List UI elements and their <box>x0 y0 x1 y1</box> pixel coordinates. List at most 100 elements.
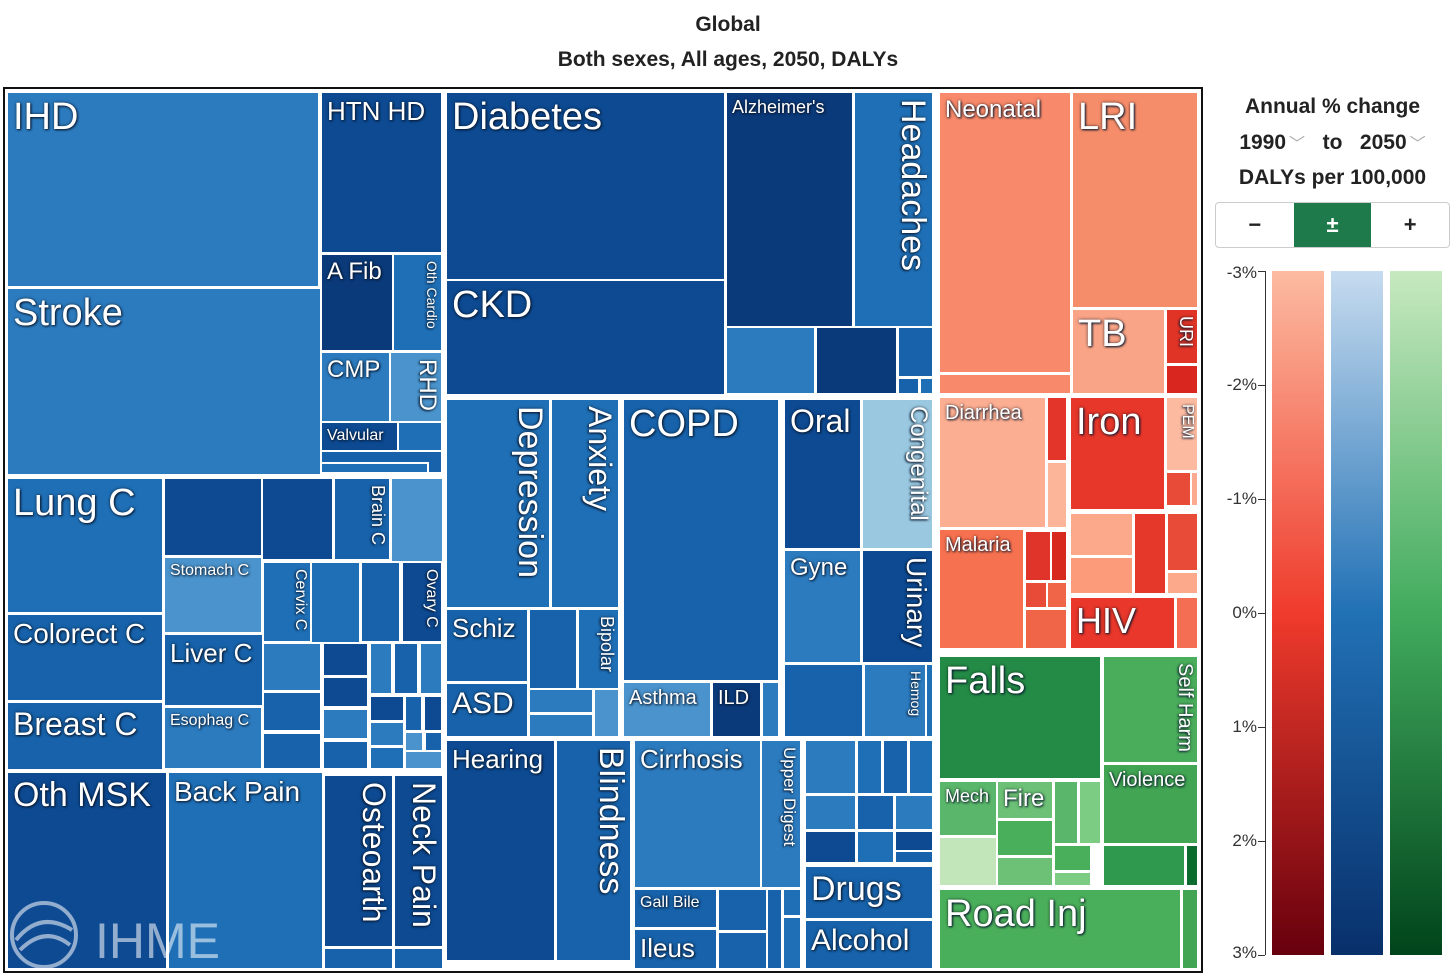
treemap-cell[interactable] <box>371 748 403 768</box>
treemap-cell[interactable] <box>858 741 881 793</box>
treemap-cell[interactable] <box>429 452 441 472</box>
treemap-cell[interactable] <box>899 328 932 376</box>
treemap-cell[interactable] <box>940 838 996 885</box>
treemap-cell[interactable] <box>896 832 932 850</box>
treemap-cell[interactable] <box>1187 846 1197 885</box>
treemap-cell[interactable] <box>858 832 893 862</box>
treemap-cell[interactable] <box>817 328 896 393</box>
treemap-cell-selfharm[interactable]: Self Harm <box>1104 657 1197 762</box>
treemap-cell[interactable] <box>530 715 592 736</box>
treemap-cell-depression[interactable]: Depression <box>447 400 549 607</box>
treemap-cell[interactable] <box>910 741 932 793</box>
treemap-cell[interactable] <box>1080 782 1100 843</box>
treemap-cell-hearing[interactable]: Hearing <box>447 741 554 960</box>
treemap-cell[interactable] <box>421 644 441 693</box>
treemap-cell[interactable] <box>322 452 441 462</box>
treemap-cell[interactable] <box>719 890 766 930</box>
treemap-cell-afib[interactable]: A Fib <box>322 255 392 350</box>
treemap-cell-alzheimers[interactable]: Alzheimer's <box>727 93 852 326</box>
treemap-cell[interactable] <box>406 733 422 750</box>
decrease-button[interactable]: − <box>1248 212 1262 237</box>
treemap-cell[interactable] <box>940 375 1070 393</box>
treemap-cell-ileus[interactable]: Ileus <box>635 930 716 968</box>
treemap-cell[interactable] <box>884 741 907 793</box>
treemap-cell[interactable] <box>264 693 320 730</box>
treemap-cell[interactable] <box>1183 890 1197 968</box>
treemap-cell[interactable] <box>1026 610 1066 648</box>
treemap-cell[interactable] <box>324 644 367 675</box>
treemap-cell[interactable] <box>1177 598 1197 648</box>
treemap-cell-alcohol[interactable]: Alcohol <box>806 921 932 968</box>
treemap-cell[interactable] <box>1071 514 1132 555</box>
treemap-cell[interactable] <box>1055 846 1090 870</box>
treemap-cell[interactable] <box>406 752 441 768</box>
treemap-cell[interactable] <box>1026 532 1050 580</box>
treemap-cell-lungc[interactable]: Lung C <box>8 479 162 612</box>
treemap-cell-diabetes[interactable]: Diabetes <box>447 93 724 279</box>
treemap-cell-gyne[interactable]: Gyne <box>785 551 860 662</box>
treemap-cell[interactable] <box>1052 532 1066 580</box>
treemap-cell-anxiety[interactable]: Anxiety <box>552 400 618 607</box>
treemap-cell-drugs[interactable]: Drugs <box>806 867 932 918</box>
increase-button[interactable]: + <box>1403 212 1417 237</box>
treemap-cell[interactable] <box>392 479 442 561</box>
treemap-cell-ihd[interactable]: IHD <box>8 93 318 286</box>
treemap-cell-schiz[interactable]: Schiz <box>447 610 527 681</box>
treemap-cell[interactable] <box>784 918 800 968</box>
treemap-cell-urinary[interactable]: Urinary <box>863 551 932 662</box>
to-year-select[interactable]: 2050 ﹀ <box>1359 131 1426 154</box>
treemap-cell[interactable] <box>312 563 359 642</box>
treemap-cell[interactable] <box>806 796 855 829</box>
treemap-cell[interactable] <box>785 665 862 736</box>
treemap-cell[interactable] <box>1104 846 1184 885</box>
treemap-cell[interactable] <box>399 423 441 450</box>
treemap-cell-tb[interactable]: TB <box>1073 310 1164 393</box>
treemap-cell-htnhd[interactable]: HTN HD <box>322 93 441 252</box>
treemap-cell-colorectc[interactable]: Colorect C <box>8 615 162 700</box>
treemap-cell[interactable] <box>324 678 367 706</box>
treemap-cell[interactable] <box>324 742 367 768</box>
treemap-cell[interactable] <box>362 563 399 641</box>
treemap-cell-blindness[interactable]: Blindness <box>557 741 630 960</box>
treemap-cell-upperdigest[interactable]: Upper Digest <box>762 741 800 887</box>
treemap-cell[interactable] <box>896 852 932 862</box>
treemap-cell[interactable] <box>927 665 932 736</box>
treemap-cell[interactable] <box>1167 366 1197 393</box>
treemap-cell[interactable] <box>784 890 800 915</box>
treemap-cell-malaria[interactable]: Malaria <box>940 530 1023 648</box>
treemap-cell-brainc[interactable]: Brain C <box>335 479 389 559</box>
treemap-cell-falls[interactable]: Falls <box>940 657 1100 778</box>
treemap-cell-mech[interactable]: Mech <box>940 782 996 835</box>
from-year-select[interactable]: 1990 ﹀ <box>1239 131 1306 154</box>
treemap-cell[interactable] <box>371 723 403 745</box>
treemap-cell-rhd[interactable]: RHD <box>391 353 441 421</box>
treemap-cell[interactable] <box>264 644 320 690</box>
treemap-cell-cmp[interactable]: CMP <box>322 353 389 421</box>
treemap-cell[interactable] <box>768 890 781 968</box>
treemap-cell[interactable] <box>165 479 261 555</box>
treemap-cell[interactable] <box>1048 583 1066 607</box>
treemap-cell[interactable] <box>1048 463 1066 527</box>
treemap-cell-liverc[interactable]: Liver C <box>165 635 262 705</box>
treemap-cell-lri[interactable]: LRI <box>1073 93 1197 307</box>
treemap-cell[interactable] <box>1055 873 1090 885</box>
treemap-cell[interactable] <box>530 690 592 712</box>
treemap-cell-neonatal[interactable]: Neonatal <box>940 93 1070 372</box>
treemap-cell-cirrhosis[interactable]: Cirrhosis <box>635 741 760 887</box>
treemap-cell-ckd[interactable]: CKD <box>447 281 724 394</box>
treemap-cell-gallbile[interactable]: Gall Bile <box>635 890 716 927</box>
treemap-cell[interactable] <box>264 734 320 768</box>
treemap-cell[interactable] <box>1192 473 1197 505</box>
treemap-cell-othcardio[interactable]: Oth Cardio <box>394 255 441 350</box>
treemap-cell[interactable] <box>324 710 367 738</box>
treemap-cell[interactable] <box>1055 782 1077 843</box>
treemap-cell[interactable] <box>896 796 932 829</box>
treemap-cell-asthma[interactable]: Asthma <box>624 683 710 736</box>
treemap-cell[interactable] <box>426 733 441 750</box>
treemap-cell-ovaryc[interactable]: Ovary C <box>403 563 441 641</box>
treemap-cell-diarrhea[interactable]: Diarrhea <box>940 398 1045 527</box>
treemap-cell[interactable] <box>371 644 391 693</box>
treemap-cell[interactable] <box>1168 573 1197 593</box>
treemap-cell[interactable] <box>1026 583 1046 607</box>
treemap-cell-stomachc[interactable]: Stomach C <box>165 558 261 632</box>
